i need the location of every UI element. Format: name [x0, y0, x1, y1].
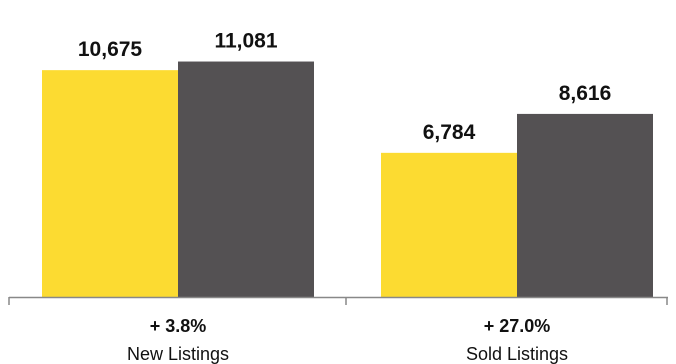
value-labels-layer: 10,675 11,081 6,784 8,616 [78, 30, 611, 144]
change-label-new-listings: + 3.8% [150, 316, 207, 336]
bar-sold-listings-series-1 [381, 152, 517, 297]
x-axis [8, 296, 668, 305]
category-label-new-listings: New Listings [127, 344, 229, 364]
value-label-sold-listings-series-2: 8,616 [559, 82, 612, 105]
bar-new-listings-series-1 [42, 70, 178, 297]
value-label-new-listings-series-1: 10,675 [78, 38, 143, 61]
category-label-sold-listings: Sold Listings [466, 344, 568, 364]
bar-new-listings-series-2 [178, 61, 314, 298]
bars-layer [42, 61, 653, 298]
bar-sold-listings-series-2 [517, 113, 653, 297]
value-label-new-listings-series-2: 11,081 [214, 30, 277, 53]
change-label-sold-listings: + 27.0% [484, 316, 551, 336]
value-label-sold-listings-series-1: 6,784 [423, 121, 476, 144]
